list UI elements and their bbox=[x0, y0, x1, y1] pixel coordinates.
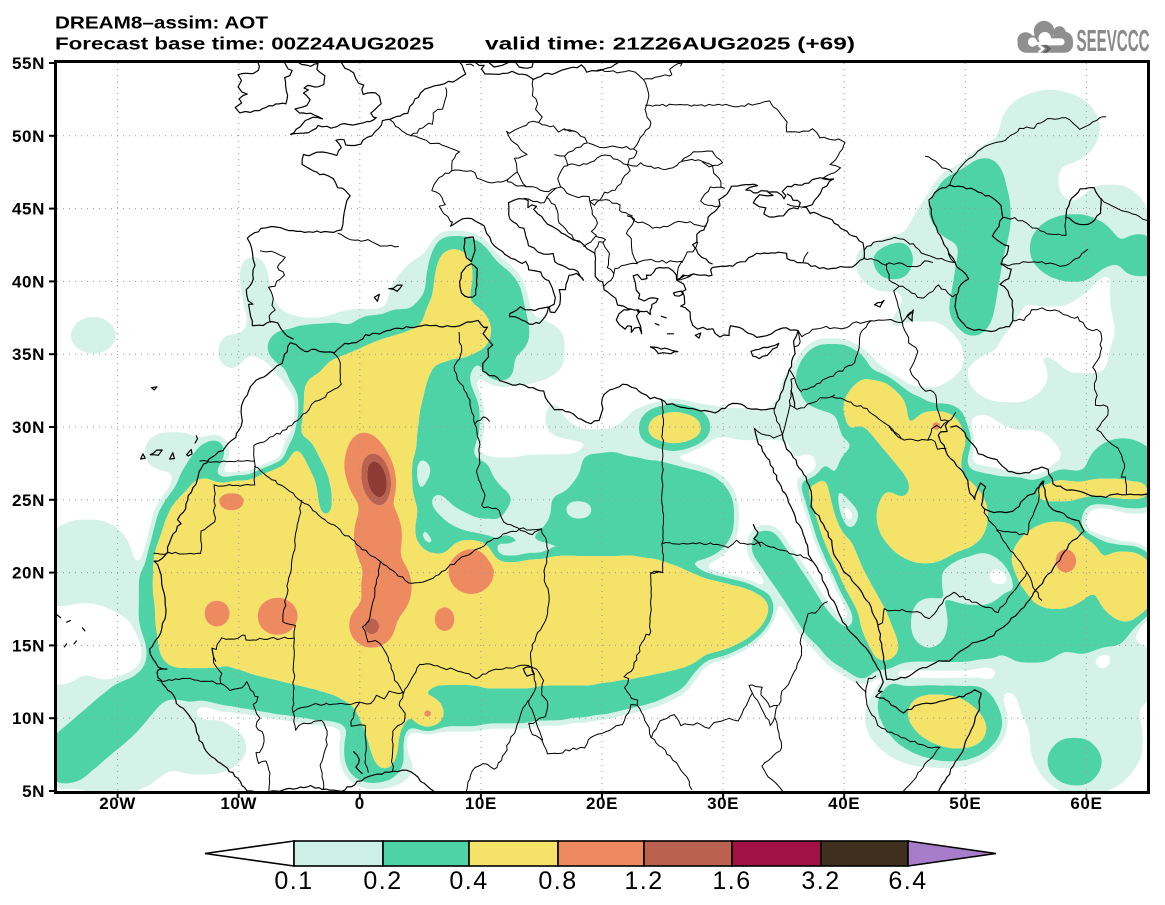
svg-text:Forecast base time: 00Z24AUG20: Forecast base time: 00Z24AUG2025 bbox=[55, 34, 434, 54]
svg-text:1.2: 1.2 bbox=[624, 867, 663, 895]
svg-text:valid time: 21Z26AUG2025 (+69): valid time: 21Z26AUG2025 (+69) bbox=[485, 34, 855, 54]
svg-text:45N: 45N bbox=[12, 200, 45, 219]
svg-text:DREAM8–assim: AOT: DREAM8–assim: AOT bbox=[55, 13, 268, 33]
svg-text:40E: 40E bbox=[828, 794, 860, 813]
svg-text:40N: 40N bbox=[12, 272, 45, 291]
svg-text:20W: 20W bbox=[99, 794, 136, 813]
svg-text:0.4: 0.4 bbox=[449, 867, 488, 895]
svg-text:20N: 20N bbox=[12, 564, 45, 583]
svg-text:1.6: 1.6 bbox=[712, 867, 751, 895]
svg-text:SEEVCCC: SEEVCCC bbox=[1077, 23, 1150, 58]
svg-text:30N: 30N bbox=[12, 418, 45, 437]
svg-text:10N: 10N bbox=[12, 709, 45, 728]
svg-text:6.4: 6.4 bbox=[888, 867, 927, 895]
svg-text:60E: 60E bbox=[1070, 794, 1102, 813]
svg-text:25N: 25N bbox=[12, 491, 45, 510]
svg-text:50E: 50E bbox=[949, 794, 981, 813]
svg-text:20E: 20E bbox=[586, 794, 618, 813]
svg-text:3.2: 3.2 bbox=[801, 867, 840, 895]
svg-text:35N: 35N bbox=[12, 345, 45, 364]
svg-text:5N: 5N bbox=[22, 782, 45, 801]
svg-text:0.8: 0.8 bbox=[538, 867, 577, 895]
svg-text:50N: 50N bbox=[12, 127, 45, 146]
svg-text:0: 0 bbox=[355, 794, 365, 813]
svg-text:55N: 55N bbox=[12, 54, 45, 73]
svg-text:30E: 30E bbox=[707, 794, 739, 813]
svg-text:15N: 15N bbox=[12, 636, 45, 655]
svg-text:0.1: 0.1 bbox=[274, 867, 313, 895]
svg-text:10W: 10W bbox=[220, 794, 257, 813]
svg-text:0.2: 0.2 bbox=[363, 867, 402, 895]
svg-text:10E: 10E bbox=[465, 794, 497, 813]
